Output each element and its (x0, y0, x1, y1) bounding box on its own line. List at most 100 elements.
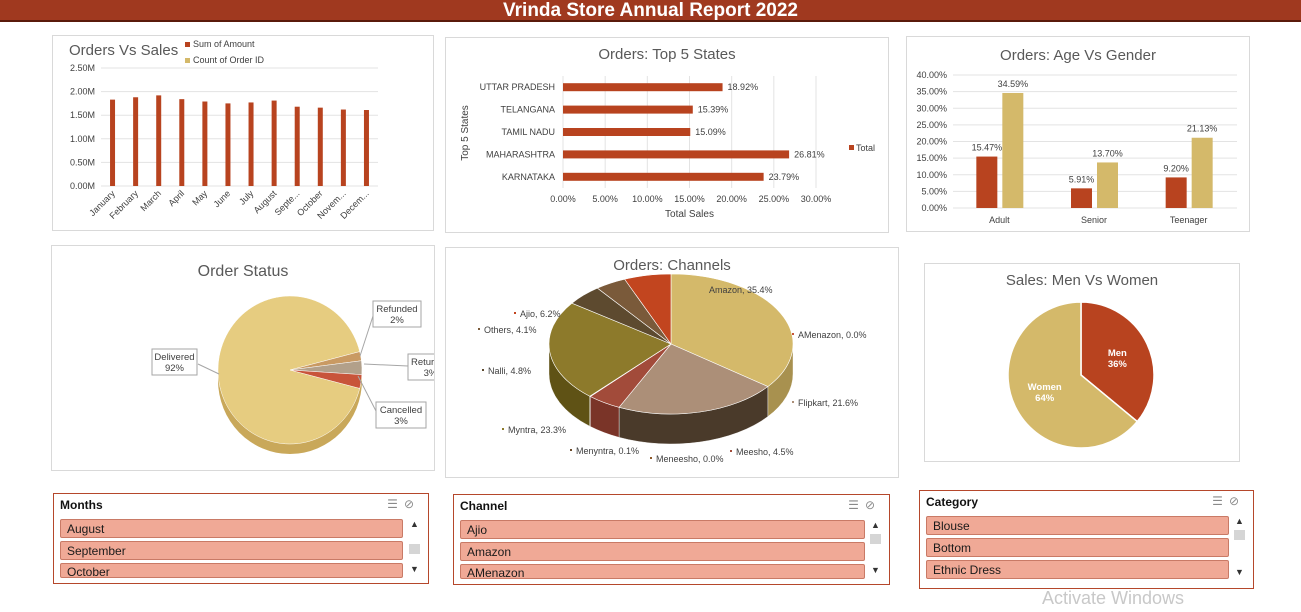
bar-septe (294, 106, 300, 186)
x-tick-label: April (166, 188, 186, 208)
y-tick-label: 0.00% (921, 203, 947, 213)
data-label: 5.91% (1069, 174, 1095, 184)
chart-title: Orders: Top 5 States (598, 46, 736, 63)
y-tick-label: 30.00% (916, 103, 947, 113)
category-label: UTTAR PRADESH (480, 82, 555, 92)
label-marker (514, 312, 516, 314)
scroll-up-icon[interactable]: ▲ (410, 519, 419, 529)
slicer-item-blouse[interactable]: Blouse (926, 516, 1229, 535)
bar-uttar-pradesh (563, 83, 723, 92)
slicer-item-bottom[interactable]: Bottom (926, 538, 1229, 557)
label-marker (478, 328, 480, 330)
scroll-up-icon[interactable]: ▲ (1235, 516, 1244, 526)
slicer-scrollbar[interactable]: ▲ ▼ (1233, 516, 1246, 581)
data-label: 13.70% (1092, 148, 1123, 158)
chart-title: Orders: Age Vs Gender (1000, 47, 1156, 64)
data-label: 34.59% (998, 79, 1029, 89)
leader-line (357, 375, 377, 412)
label-marker (703, 288, 705, 290)
x-tick-label: 10.00% (632, 194, 663, 204)
scroll-thumb[interactable] (1234, 530, 1245, 540)
legend-label: Sum of Amount (193, 39, 255, 49)
bar-adult-s2 (1002, 92, 1024, 208)
orders-vs-sales-chart[interactable]: Orders Vs Sales Sum of Amount Count of O… (52, 35, 434, 231)
bar-july (248, 102, 254, 186)
label-marker (650, 457, 652, 459)
category-label: KARNATAKA (502, 172, 555, 182)
chart-title: Order Status (197, 263, 289, 280)
scroll-up-icon[interactable]: ▲ (871, 520, 880, 530)
callout-label: Cancelled (380, 405, 422, 416)
slicer-item-ajio[interactable]: Ajio (460, 520, 865, 539)
y-axis-title: Top 5 States (460, 105, 471, 161)
slicer-item-august[interactable]: August (60, 519, 403, 538)
slicer-item-october[interactable]: October (60, 563, 403, 578)
top5-states-chart[interactable]: Orders: Top 5 States 0.00% 5.00% 10.00% 15.… (445, 37, 889, 233)
label-marker (570, 449, 572, 451)
legend-label: Total (856, 143, 875, 153)
leader-line (359, 315, 374, 357)
callout-box (372, 300, 422, 328)
slice-myntra (548, 302, 672, 397)
chart-title: Orders Vs Sales (69, 42, 179, 59)
bar-teenager-s2 (1191, 137, 1213, 208)
chart-title: Orders: Channels (613, 257, 731, 274)
x-tick-label: May (190, 188, 209, 207)
label-marker (792, 401, 794, 403)
y-tick-label: 35.00% (916, 87, 947, 97)
age-vs-gender-chart[interactable]: Orders: Age Vs Gender 0.00% 5.00% 10.00% 15… (906, 36, 1250, 232)
legend-swatch (849, 145, 854, 150)
slicer-item-september[interactable]: September (60, 541, 403, 560)
channels-chart[interactable]: Orders: Channels Amazon, 35.4% AMenazon, … (445, 247, 899, 478)
months-slicer[interactable]: Months ☰⊘ August September October ▲ ▼ (53, 493, 429, 584)
slicer-scrollbar[interactable]: ▲ ▼ (869, 520, 882, 579)
scroll-thumb[interactable] (409, 544, 420, 554)
slicer-item-amenazon[interactable]: AMenazon (460, 564, 865, 579)
category-slicer[interactable]: Category ☰⊘ Blouse Bottom Ethnic Dress ▲… (919, 490, 1254, 589)
scroll-down-icon[interactable]: ▼ (1235, 567, 1244, 577)
slice-label: Ajio, 6.2% (520, 309, 561, 319)
slice-label: Menyntra, 0.1% (576, 446, 639, 456)
label-marker (502, 428, 504, 430)
callout-box (407, 353, 434, 381)
leader-line (197, 363, 220, 375)
order-status-chart[interactable]: Order Status Delivered 92% Refunded 2% Retur… (51, 245, 435, 471)
category-label: Adult (989, 215, 1010, 225)
category-label: Teenager (1170, 215, 1208, 225)
scroll-down-icon[interactable]: ▼ (410, 564, 419, 574)
category-label: TELANGANA (500, 105, 555, 115)
scroll-thumb[interactable] (870, 534, 881, 544)
y-tick-label: 1.50M (70, 110, 95, 120)
multi-select-icon[interactable]: ☰ (1212, 494, 1229, 508)
data-label: 15.09% (695, 127, 726, 137)
y-tick-label: 0.50M (70, 157, 95, 167)
callout-label: Delivered (154, 352, 194, 363)
slice-men (1080, 301, 1155, 423)
y-tick-label: 25.00% (916, 120, 947, 130)
multi-select-icon[interactable]: ☰ (387, 497, 404, 511)
bar-senior-s1 (1071, 188, 1092, 208)
bar-novem (340, 109, 346, 186)
label-marker (730, 450, 732, 452)
slice-label: Men (1108, 348, 1127, 359)
slicer-item-amazon[interactable]: Amazon (460, 542, 865, 561)
channel-slicer[interactable]: Channel ☰⊘ Ajio Amazon AMenazon ▲ ▼ (453, 494, 890, 585)
category-label: MAHARASHTRA (486, 149, 555, 159)
clear-filter-icon[interactable]: ⊘ (1228, 494, 1245, 508)
bar-senior-s2 (1097, 162, 1118, 208)
scroll-down-icon[interactable]: ▼ (871, 565, 880, 575)
x-axis-title: Total Sales (665, 209, 714, 220)
bar-decem (363, 110, 369, 186)
bar-teenager-s1 (1165, 177, 1187, 208)
slicer-scrollbar[interactable]: ▲ ▼ (408, 519, 421, 578)
y-tick-label: 1.00M (70, 134, 95, 144)
callout-value: 92% (165, 363, 185, 374)
slice-value: 36% (1108, 359, 1128, 370)
slicer-item-ethnic-dress[interactable]: Ethnic Dress (926, 560, 1229, 579)
clear-filter-icon[interactable]: ⊘ (864, 498, 881, 512)
clear-filter-icon[interactable]: ⊘ (403, 497, 420, 511)
channels-plot: Amazon, 35.4% AMenazon, 0.0% Flipkart, 21.… (478, 273, 867, 464)
slice-ajio (624, 273, 672, 345)
multi-select-icon[interactable]: ☰ (848, 498, 865, 512)
men-vs-women-chart[interactable]: Sales: Men Vs Women Men 36% Women 64% (924, 263, 1240, 462)
